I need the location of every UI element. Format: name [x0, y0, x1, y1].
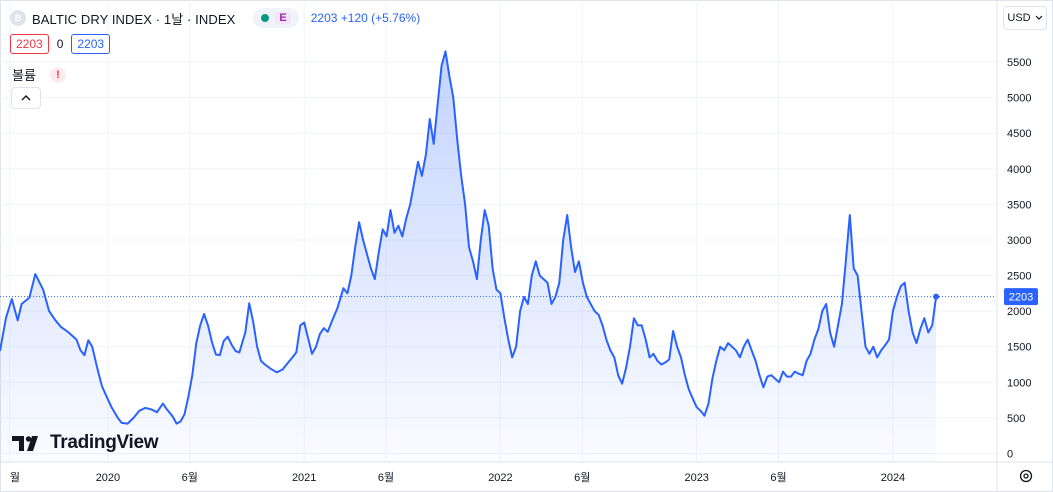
y-tick-label: 5000	[1007, 93, 1031, 105]
change-percent: (+5.76%)	[371, 11, 421, 25]
price-line	[0, 50, 938, 425]
chevron-down-icon	[1035, 15, 1043, 20]
price-change-readout: 2203 +120 (+5.76%)	[311, 11, 420, 25]
tradingview-logo-icon	[12, 436, 38, 451]
y-tick-label: 4500	[1007, 128, 1031, 140]
x-tick-label: 6월	[770, 471, 786, 484]
buy-button[interactable]: 2203	[71, 34, 111, 54]
y-tick-label: 1500	[1007, 342, 1031, 354]
status-pill[interactable]: E	[253, 8, 299, 28]
change-value: +120	[340, 11, 368, 25]
x-tick-label: 6월	[378, 471, 394, 484]
chart-settings-button[interactable]	[1016, 466, 1036, 486]
earnings-badge: E	[275, 12, 291, 24]
y-tick-label: 3500	[1007, 199, 1031, 211]
last-price-label: 2203	[1004, 288, 1038, 306]
tradingview-watermark[interactable]: TradingView	[12, 432, 159, 454]
x-tick-label: 2020	[96, 472, 120, 484]
y-tick-label: 4000	[1007, 164, 1031, 176]
chevron-up-icon	[21, 95, 31, 101]
volume-label: 볼륨	[12, 68, 36, 83]
svg-text:2203: 2203	[1009, 292, 1033, 304]
last-price-dot	[933, 293, 940, 300]
y-tick-label: 1000	[1007, 377, 1031, 389]
currency-label: USD	[1007, 12, 1031, 24]
price-area	[0, 51, 937, 463]
market-open-dot-icon	[261, 14, 270, 22]
symbol-legend: B BALTIC DRY INDEX · 1날 · INDEX E 2203 +…	[10, 8, 420, 28]
last-value: 2203	[310, 11, 338, 25]
x-tick-label: 월	[10, 471, 20, 484]
volume-indicator[interactable]: 볼륨 !	[12, 65, 66, 84]
y-tick-label: 5500	[1007, 57, 1031, 69]
trade-buttons: 2203 0 2203	[10, 34, 111, 54]
symbol-logo-icon: B	[10, 10, 26, 26]
y-tick-label: 2500	[1007, 271, 1031, 283]
x-tick-label: 2024	[881, 472, 905, 484]
y-tick-label: 500	[1007, 413, 1025, 425]
gear-icon	[1019, 469, 1033, 483]
y-tick-label: 3000	[1007, 235, 1031, 247]
spread-value: 0	[56, 37, 64, 51]
x-tick-label: 6월	[182, 471, 198, 484]
x-tick-label: 2022	[488, 472, 512, 484]
symbol-title[interactable]: BALTIC DRY INDEX · 1날 · INDEX	[32, 11, 236, 27]
currency-select[interactable]: USD	[1003, 6, 1047, 30]
y-tick-label: 2000	[1007, 306, 1031, 318]
y-tick-label: 0	[1007, 448, 1013, 460]
x-tick-label: 2021	[292, 472, 316, 484]
x-tick-label: 2023	[684, 472, 708, 484]
y-axis: 0 500 1000 1500 2000 2500 3000 3500 4000 4500 5000…	[1007, 57, 1031, 460]
collapse-legend-button[interactable]	[11, 87, 41, 109]
watermark-text: TradingView	[50, 432, 159, 453]
warning-icon[interactable]: !	[49, 66, 66, 83]
sell-button[interactable]: 2203	[10, 34, 49, 54]
x-tick-label: 6월	[574, 471, 590, 484]
x-axis: 월 2020 6월 2021 6월 2022 6월 2023 6월 2024	[10, 471, 905, 484]
